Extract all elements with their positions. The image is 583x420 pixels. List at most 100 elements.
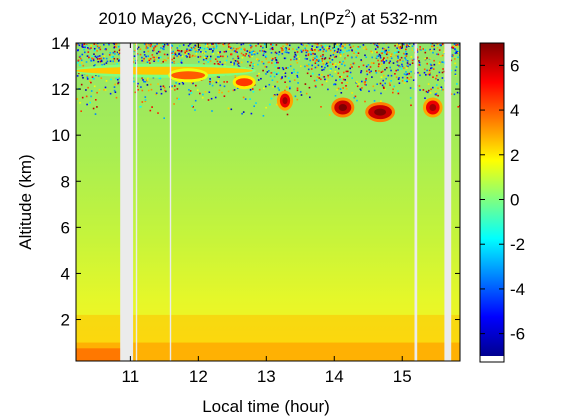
noise-point xyxy=(223,51,226,53)
noise-point xyxy=(178,83,181,85)
noise-point xyxy=(454,52,457,55)
noise-point xyxy=(232,89,235,92)
noise-point xyxy=(191,81,193,84)
noise-point xyxy=(271,59,273,62)
noise-point xyxy=(333,83,335,86)
noise-point xyxy=(218,91,220,94)
noise-point xyxy=(218,89,221,91)
noise-point xyxy=(312,59,314,61)
noise-point xyxy=(147,89,150,92)
noise-point xyxy=(406,62,409,64)
noise-point xyxy=(284,51,287,53)
noise-point xyxy=(395,54,398,57)
noise-point xyxy=(218,63,221,66)
noise-point xyxy=(153,59,156,61)
noise-point xyxy=(458,44,460,46)
noise-point xyxy=(450,69,453,72)
noise-point xyxy=(321,57,324,60)
noise-point xyxy=(175,82,177,84)
noise-point xyxy=(376,51,378,54)
noise-point xyxy=(327,61,329,64)
noise-point xyxy=(366,70,368,72)
noise-point xyxy=(177,56,179,58)
noise-point xyxy=(373,100,376,102)
noise-point xyxy=(202,93,204,96)
noise-point xyxy=(189,90,192,92)
noise-point xyxy=(189,48,192,50)
noise-point xyxy=(345,70,348,73)
noise-point xyxy=(97,75,100,77)
noise-point xyxy=(329,49,332,52)
noise-point xyxy=(436,74,438,77)
noise-point xyxy=(321,65,323,68)
noise-point xyxy=(286,113,289,116)
noise-point xyxy=(314,50,317,53)
noise-point xyxy=(291,72,293,74)
noise-point xyxy=(208,48,211,50)
noise-point xyxy=(370,62,373,64)
noise-point xyxy=(217,63,219,65)
noise-point xyxy=(112,56,114,58)
noise-point xyxy=(441,54,444,57)
noise-point xyxy=(270,52,273,54)
noise-point xyxy=(380,92,382,95)
noise-point xyxy=(158,57,160,59)
noise-point xyxy=(198,49,200,51)
noise-point xyxy=(337,63,340,66)
noise-point xyxy=(155,92,158,94)
noise-point xyxy=(329,48,332,51)
noise-point xyxy=(296,87,299,90)
noise-point xyxy=(249,98,251,100)
noise-point xyxy=(436,46,439,49)
noise-point xyxy=(326,62,328,65)
noise-point xyxy=(373,89,376,92)
colorbar-ticks: 6 4 2 0 -2 -4 -6 xyxy=(480,56,525,344)
noise-point xyxy=(76,75,79,77)
noise-point xyxy=(144,99,147,101)
noise-point xyxy=(109,52,112,54)
noise-point xyxy=(380,100,382,102)
noise-point xyxy=(287,67,289,69)
noise-point xyxy=(409,97,412,99)
noise-point xyxy=(262,62,265,65)
noise-point xyxy=(241,112,243,115)
noise-point xyxy=(397,46,400,48)
noise-point xyxy=(397,57,399,59)
noise-point xyxy=(264,51,267,53)
noise-point xyxy=(237,65,240,67)
noise-point xyxy=(94,53,96,55)
noise-point xyxy=(293,68,295,71)
noise-point xyxy=(100,60,103,63)
noise-point xyxy=(105,62,108,64)
noise-point xyxy=(457,52,459,54)
noise-point xyxy=(300,51,303,53)
noise-point xyxy=(305,45,308,47)
noise-point xyxy=(180,59,183,62)
cloud-feature xyxy=(76,66,253,75)
noise-point xyxy=(76,43,78,46)
noise-point xyxy=(354,95,357,98)
noise-point xyxy=(191,48,193,51)
noise-point xyxy=(228,48,230,51)
noise-point xyxy=(342,51,345,54)
noise-point xyxy=(261,61,263,63)
noise-point xyxy=(289,86,291,88)
noise-point xyxy=(118,41,120,43)
noise-point xyxy=(389,66,391,69)
noise-point xyxy=(241,56,244,59)
noise-point xyxy=(439,44,441,46)
noise-point xyxy=(456,83,458,85)
noise-point xyxy=(424,51,427,54)
noise-point xyxy=(375,50,377,53)
noise-point xyxy=(118,59,120,61)
noise-point xyxy=(383,57,385,59)
noise-point xyxy=(327,76,330,79)
noise-point xyxy=(336,88,338,91)
noise-point xyxy=(329,61,332,64)
noise-point xyxy=(147,77,149,79)
noise-point xyxy=(293,56,296,58)
noise-point xyxy=(322,61,325,63)
noise-point xyxy=(334,43,337,45)
noise-point xyxy=(368,71,371,74)
noise-point xyxy=(151,106,153,108)
